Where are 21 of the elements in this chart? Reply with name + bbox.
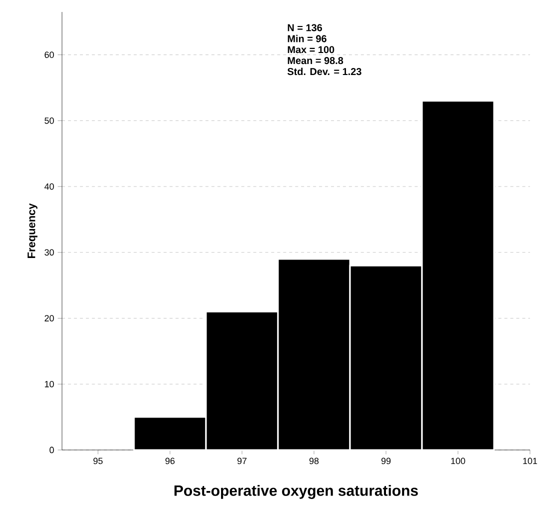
x-axis-title: Post-operative oxygen saturations [174, 484, 418, 499]
y-tick-label: 40 [44, 183, 54, 190]
x-tick-label: 97 [237, 458, 247, 464]
annotation: Std. Dev. = 1.23 [287, 68, 362, 76]
y-tick-label: 20 [44, 315, 54, 322]
y-tick-label: 30 [44, 249, 54, 256]
x-tick-label: 96 [165, 458, 175, 464]
y-axis-title: Frequency [28, 203, 38, 258]
y-tick-label: 0 [50, 446, 54, 454]
annotation: Mean = 98.8 [288, 57, 344, 64]
x-tick-label: 100 [451, 458, 466, 464]
x-tick-label: 98 [309, 458, 319, 464]
y-tick-label: 10 [44, 380, 54, 388]
annotation: N = 136 [288, 24, 322, 32]
y-tick-label: 60 [44, 52, 54, 58]
x-tick-label: 99 [381, 458, 391, 464]
annotation: Min = 96 [288, 34, 326, 42]
x-tick-label: 95 [93, 458, 103, 464]
y-tick-label: 50 [44, 117, 54, 124]
annotation: Max = 100 [288, 46, 334, 54]
x-tick-label: 101 [523, 458, 538, 464]
